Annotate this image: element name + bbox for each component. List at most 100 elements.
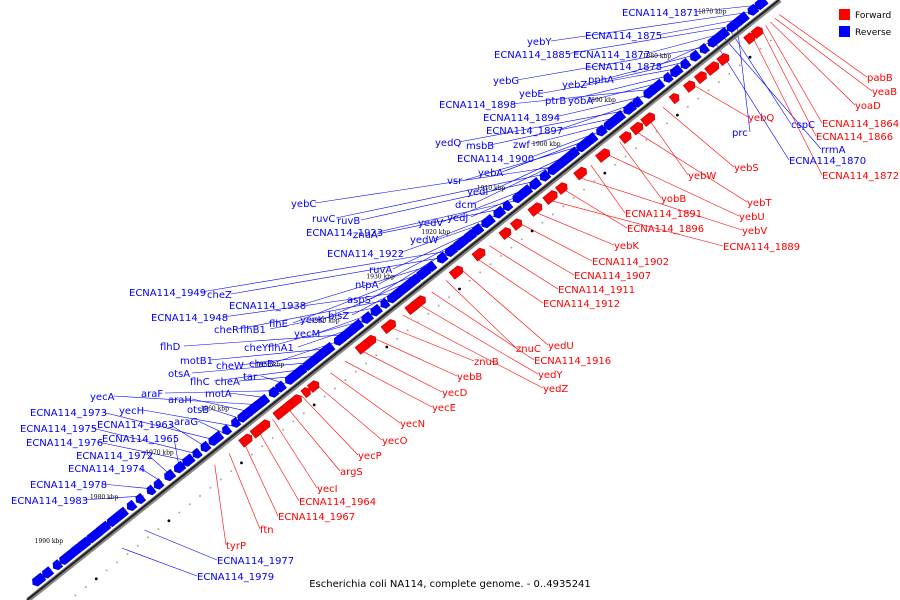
grey-dot [261,445,264,448]
grey-dot [759,47,762,50]
forward-gene-label: yecO [382,436,408,447]
reverse-leader [314,166,558,204]
reverse-gene-label: znuA [353,230,378,241]
reverse-gene [222,424,233,436]
forward-leader [301,395,359,456]
reverse-gene-label: vsr [447,176,463,187]
grey-dot [437,304,440,307]
forward-gene [238,433,253,448]
forward-gene-label: znuB [474,357,499,368]
forward-gene [498,227,512,241]
reverse-gene [481,213,496,229]
grey-dot [645,139,648,141]
reverse-leader [200,250,452,293]
reverse-gene-label: flhB1 [240,325,266,336]
forward-gene [682,80,696,93]
grey-dot [655,130,658,133]
forward-gene-label: yecD [442,388,468,399]
grey-dot [676,113,679,117]
forward-gene-label: yedY [538,370,563,381]
reverse-gene-label: yebC [291,199,316,210]
grey-dot [551,213,554,216]
tick-label: 1950 kbp [256,362,285,369]
grey-dot [271,437,274,439]
reverse-gene-label: yobA [568,96,593,107]
reverse-gene [284,369,301,385]
forward-gene [249,424,264,439]
gene-arrows [32,0,769,587]
reverse-leader [97,441,189,462]
reverse-gene [192,447,203,459]
reverse-gene [275,380,287,393]
reverse-leader [91,427,197,455]
reverse-gene-label: ruvC [312,214,335,225]
grey-dot [707,89,710,92]
reverse-gene-label: cheB [249,359,274,370]
grey-dot [157,528,160,531]
reverse-leader [191,362,312,374]
reverse-gene [153,478,165,490]
reverse-gene [596,124,608,137]
forward-leader [228,453,261,530]
reverse-gene-label: zwf [513,140,530,151]
forward-leader [445,280,517,349]
forward-gene [595,148,611,163]
reverse-gene-label: ECNA114_1875 [585,31,662,42]
reverse-gene [539,169,552,182]
reverse-leader [230,257,443,295]
reverse-gene-label: ptrB [545,96,566,107]
forward-gene-label: yedZ [543,384,568,395]
forward-gene-label: yebV [742,226,767,237]
forward-leader [761,28,817,137]
grey-dot [365,362,368,365]
tick-label: 1980 kbp [90,494,119,501]
reverse-leader [238,376,294,382]
forward-leader [474,257,544,304]
forward-gene-label: ECNA114_1911 [558,285,635,296]
reverse-gene-label: flhA1 [268,343,294,354]
reverse-leader [113,395,259,405]
forward-gene-label: argS [340,467,363,478]
reverse-gene [182,453,196,467]
legend-reverse-label: Reverse [855,28,892,38]
forward-leader [779,14,868,78]
reverse-leader [729,28,792,125]
reverse-gene-label: cheR [214,325,239,336]
reverse-gene-label: yedJ [447,213,468,224]
reverse-gene-label: ECNA114_1870 [789,156,866,167]
reverse-gene-label: araG [174,417,198,428]
forward-gene-label: ECNA114_1964 [299,497,376,508]
grey-dot [116,561,118,564]
reverse-leader [213,369,303,382]
forward-gene [618,131,632,145]
gene-labels: ECNA114_1871 yebY ECNA114_1875 ECNA114_1885… [11,8,899,583]
forward-gene [693,71,707,85]
reverse-gene [445,243,459,258]
forward-leader [561,187,628,229]
reverse-leader [269,306,382,330]
grey-dot [530,229,534,233]
reverse-leader [516,46,707,81]
forward-leader [359,349,443,393]
grey-dot [199,495,201,497]
reverse-gene [231,416,242,428]
reverse-gene [436,251,449,264]
reverse-gene-label: ECNA114_1972 [76,451,153,462]
reverse-gene [502,199,514,212]
grey-dot [510,246,513,249]
reverse-gene-label: yecM [294,329,320,340]
reverse-gene-label: ECNA114_1885 [494,50,571,61]
grey-dot [458,287,461,291]
reverse-gene-label: yebZ [562,80,587,91]
forward-gene-label: yebB [457,372,482,383]
grey-dot [167,519,171,523]
grey-dot [312,403,316,407]
forward-leader [605,153,740,217]
forward-gene-label: yebK [614,241,639,252]
legend: Forward Reverse [839,9,892,38]
reverse-gene-label: dcm [455,200,477,211]
grey-dot [219,478,222,481]
reverse-leader [565,25,734,55]
forward-gene [354,340,370,355]
